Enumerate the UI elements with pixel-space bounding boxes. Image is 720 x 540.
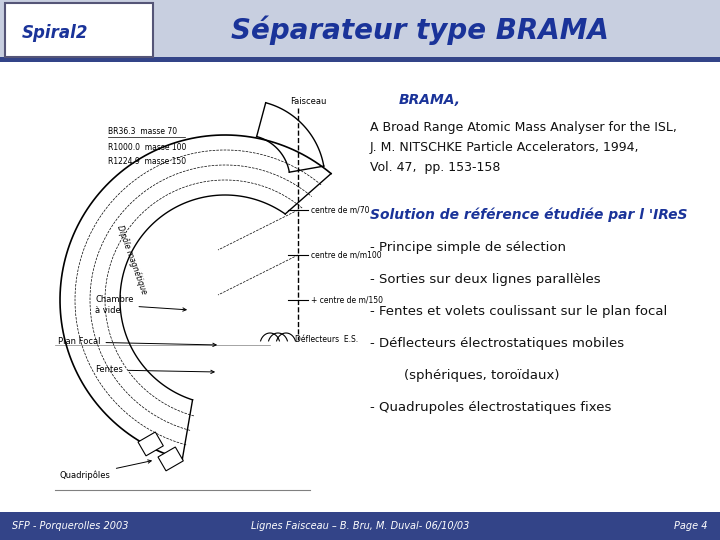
Text: centre de m/70: centre de m/70 bbox=[311, 206, 369, 214]
Bar bbox=[0, 512, 720, 540]
Text: Vol. 47,  pp. 153-158: Vol. 47, pp. 153-158 bbox=[370, 161, 500, 174]
Text: (sphériques, toroïdaux): (sphériques, toroïdaux) bbox=[370, 369, 559, 382]
Bar bbox=[138, 432, 163, 456]
Text: Plan Focal: Plan Focal bbox=[58, 338, 216, 347]
Bar bbox=[158, 447, 184, 471]
Bar bbox=[0, 0, 720, 62]
Text: - Fentes et volets coulissant sur le plan focal: - Fentes et volets coulissant sur le pla… bbox=[370, 306, 667, 319]
Text: centre de m/m100: centre de m/m100 bbox=[311, 251, 382, 260]
Text: R1000.0  masse 100: R1000.0 masse 100 bbox=[108, 143, 186, 152]
Text: - Déflecteurs électrostatiques mobiles: - Déflecteurs électrostatiques mobiles bbox=[370, 338, 624, 350]
Text: BR36.3  masse 70: BR36.3 masse 70 bbox=[108, 127, 177, 137]
Text: - Principe simple de sélection: - Principe simple de sélection bbox=[370, 241, 566, 254]
Text: J. M. NITSCHKE Particle Accelerators, 1994,: J. M. NITSCHKE Particle Accelerators, 19… bbox=[370, 141, 639, 154]
Text: Chambre
à vide: Chambre à vide bbox=[95, 295, 186, 315]
Text: Lignes Faisceau – B. Bru, M. Duval- 06/10/03: Lignes Faisceau – B. Bru, M. Duval- 06/1… bbox=[251, 521, 469, 531]
Text: BRAMA,: BRAMA, bbox=[399, 93, 461, 107]
Text: - Quadrupoles électrostatiques fixes: - Quadrupoles électrostatiques fixes bbox=[370, 402, 611, 415]
Text: SFP - Porquerolles 2003: SFP - Porquerolles 2003 bbox=[12, 521, 128, 531]
Text: Dipôle magnétique: Dipôle magnétique bbox=[115, 224, 149, 296]
Bar bbox=[0, 57, 720, 62]
Text: - Sorties sur deux lignes parallèles: - Sorties sur deux lignes parallèles bbox=[370, 273, 600, 287]
Bar bbox=[5, 3, 153, 57]
Text: Fentes: Fentes bbox=[95, 366, 214, 375]
Text: Séparateur type BRAMA: Séparateur type BRAMA bbox=[231, 15, 609, 45]
Text: Solution de référence étudiée par l 'IReS: Solution de référence étudiée par l 'IRe… bbox=[370, 208, 688, 222]
Text: Page 4: Page 4 bbox=[675, 521, 708, 531]
Text: R1224.9  masse 150: R1224.9 masse 150 bbox=[108, 158, 186, 166]
Text: Spiral2: Spiral2 bbox=[22, 24, 89, 42]
Text: A Broad Range Atomic Mass Analyser for the ISL,: A Broad Range Atomic Mass Analyser for t… bbox=[370, 122, 677, 134]
Text: Déflecteurs  E.S.: Déflecteurs E.S. bbox=[295, 335, 358, 345]
Text: Faisceau: Faisceau bbox=[290, 98, 326, 106]
Text: + centre de m/150: + centre de m/150 bbox=[311, 295, 383, 305]
Text: Quadripôles: Quadripôles bbox=[60, 460, 151, 480]
